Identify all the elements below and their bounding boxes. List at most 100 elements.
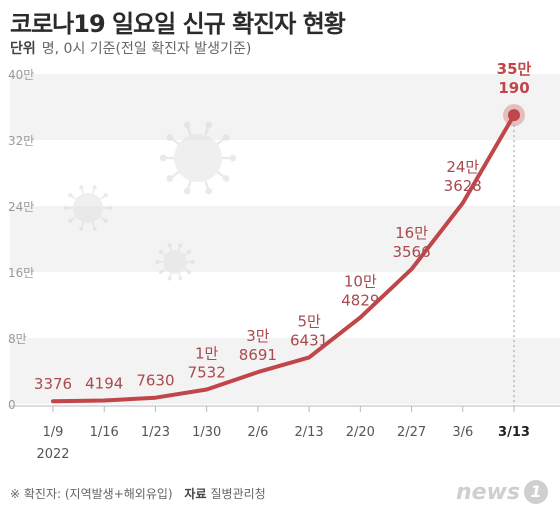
- virus-illustration: [64, 121, 237, 281]
- x-tick-label: 1/16: [90, 425, 119, 440]
- chart-title: 코로나19 일요일 신규 확진자 현황: [10, 10, 346, 38]
- virus-spike-tip: [158, 270, 163, 275]
- virus-icon: [64, 185, 112, 231]
- virus-spike-tip: [222, 175, 230, 182]
- data-label-line: 3566: [392, 243, 430, 261]
- x-tick-label: 2/6: [247, 425, 268, 440]
- virus-spike-tip: [187, 270, 192, 275]
- data-label-line: 4194: [85, 375, 123, 393]
- source-label: 자료: [184, 487, 207, 501]
- x-year-label: 2022: [36, 447, 69, 462]
- virus-body: [163, 250, 187, 274]
- virus-spike-tip: [155, 260, 160, 264]
- data-points: [503, 104, 525, 127]
- data-label-line: 190: [498, 79, 529, 97]
- virus-spike-tip: [68, 218, 73, 223]
- virus-spike-tip: [64, 205, 69, 211]
- virus-spike-tip: [158, 249, 163, 254]
- highlight-point: [508, 109, 520, 122]
- data-label: 4194: [85, 375, 123, 393]
- unit-text: 명, 0시 기준(전일 확진자 발생기준): [41, 41, 252, 57]
- virus-spike-tip: [190, 260, 195, 264]
- data-label-line: 1만: [195, 345, 219, 363]
- data-label-line: 35만: [497, 60, 532, 78]
- series-line-group: [51, 113, 516, 404]
- footer-note-text: ※ 확진자: (지역발생+해외유입): [10, 487, 173, 501]
- virus-spike-tip: [68, 193, 73, 198]
- virus-icon: [155, 243, 195, 281]
- series-line: [51, 113, 516, 404]
- virus-spike-tip: [103, 218, 108, 223]
- grid-band: [10, 206, 560, 272]
- data-label: 3376: [34, 375, 72, 393]
- data-label-line: 8691: [239, 346, 277, 364]
- data-label-line: 6431: [290, 331, 328, 349]
- footer-note: ※ 확진자: (지역발생+해외유입) 자료 질병관리청: [10, 485, 266, 502]
- x-tick-label: 1/30: [192, 425, 221, 440]
- data-label-line: 3376: [34, 375, 72, 393]
- logo-text: news: [455, 479, 520, 505]
- x-tick-label: 1/23: [141, 425, 170, 440]
- x-axis: 1/9 1/16 1/23 1/30 2/6 2/13 2/20 2/27 3/6 3/13 202…: [10, 405, 560, 462]
- virus-spike-tip: [166, 134, 174, 141]
- virus-spike-tip: [205, 121, 213, 129]
- x-tick-label: 2/20: [346, 425, 375, 440]
- x-tick-label: 3/6: [452, 425, 473, 440]
- virus-spike-tip: [187, 249, 192, 254]
- virus-spike-tip: [103, 193, 108, 198]
- data-label-line: 4829: [341, 292, 379, 310]
- y-tick-label: 0: [8, 398, 16, 412]
- y-tick-label: 16만: [8, 266, 34, 280]
- virus-spike-tip: [107, 205, 112, 211]
- data-label-line: 16만: [395, 224, 428, 242]
- grid-band: [10, 74, 560, 140]
- x-tick-label: 2/27: [397, 425, 426, 440]
- unit-label: 단위: [10, 41, 36, 57]
- y-tick-label: 32만: [8, 134, 34, 148]
- data-label-line: 24만: [446, 158, 479, 176]
- virus-body: [174, 134, 222, 182]
- data-label-line: 3628: [444, 177, 482, 195]
- news1-logo: news 1: [456, 478, 548, 506]
- x-tick-label: 3/13: [498, 425, 530, 440]
- data-label-line: 5만: [297, 312, 321, 330]
- virus-spike-tip: [183, 121, 191, 129]
- virus-spike-tip: [178, 276, 183, 281]
- virus-spike-tip: [167, 276, 172, 281]
- data-label-line: 7630: [136, 372, 174, 390]
- virus-spike-tip: [178, 243, 183, 248]
- virus-spike-tip: [229, 154, 237, 162]
- virus-spike-tip: [167, 243, 172, 248]
- x-tick-label: 1/9: [43, 425, 64, 440]
- virus-spike-tip: [205, 187, 213, 195]
- data-label-line: 10만: [344, 273, 377, 291]
- virus-spike-tip: [183, 187, 191, 195]
- source-text: 질병관리청: [210, 487, 266, 501]
- virus-icon: [159, 121, 237, 195]
- virus-spike-tip: [166, 175, 174, 182]
- data-label-line: 7532: [188, 364, 226, 382]
- data-label: 7630: [136, 372, 174, 390]
- x-tick-label: 2/13: [295, 425, 324, 440]
- line-chart: 0 8만 16만 24만 32만 40만 3376 4194 7630 1만 7532 3만 8691…: [0, 60, 560, 478]
- virus-body: [73, 193, 103, 223]
- virus-spike-tip: [92, 185, 97, 190]
- grid-bands: [10, 74, 560, 404]
- grid-band: [10, 338, 560, 404]
- virus-spike-tip: [159, 154, 167, 162]
- y-tick-label: 40만: [8, 68, 34, 82]
- y-tick-label: 24만: [8, 200, 34, 214]
- virus-spike-tip: [79, 185, 84, 190]
- virus-spike-tip: [92, 226, 97, 231]
- y-tick-label: 8만: [8, 332, 27, 346]
- virus-spike-tip: [79, 226, 84, 231]
- y-axis-ticks: 0 8만 16만 24만 32만 40만: [8, 68, 34, 412]
